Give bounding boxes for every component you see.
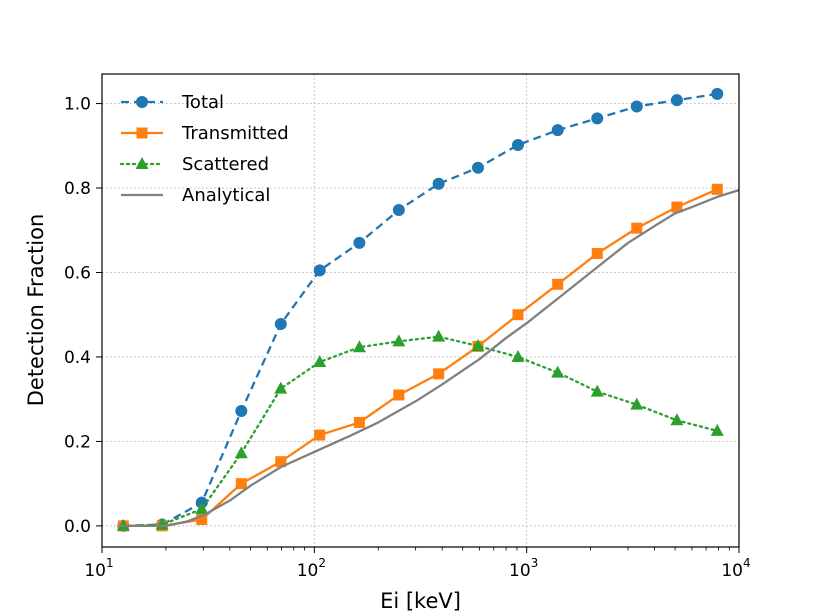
data-point-scattered [392, 334, 406, 347]
data-point-total [591, 112, 604, 125]
data-point-total [472, 161, 485, 174]
data-point-scattered [195, 501, 209, 514]
x-tick-label: 104 [721, 556, 750, 581]
y-tick-label: 0.2 [64, 432, 91, 452]
plot-frame [101, 73, 740, 548]
legend-label-scattered: Scattered [182, 154, 269, 175]
x-tick-label: 103 [509, 556, 538, 581]
series-scattered [116, 329, 724, 531]
data-point-scattered [630, 397, 644, 410]
legend-entry-total: Total [121, 92, 224, 113]
data-point-transmitted [711, 183, 723, 195]
data-point-scattered [551, 365, 565, 378]
series-line-scattered [122, 335, 719, 528]
data-point-total [670, 94, 683, 107]
data-point-transmitted [433, 368, 445, 380]
series-line-analytical [118, 189, 740, 528]
grid [102, 74, 739, 547]
data-point-scattered [313, 355, 327, 368]
data-point-transmitted [393, 389, 405, 401]
y-tick-label: 0.8 [64, 179, 91, 199]
data-point-total [235, 405, 248, 418]
y-tick-label: 1.0 [64, 95, 91, 115]
x-axis-label: Ei [keV] [380, 589, 461, 613]
legend-entry-scattered: Scattered [119, 154, 269, 175]
series-line-transmitted [123, 188, 718, 528]
data-point-scattered [234, 446, 248, 459]
data-point-transmitted [591, 247, 603, 259]
data-point-total [392, 203, 405, 216]
y-axis-label: Detection Fraction [24, 214, 48, 407]
legend-entry-analytical: Analytical [121, 185, 270, 206]
data-point-total [551, 124, 564, 137]
y-tick-label: 0.6 [64, 263, 91, 283]
x-tick-label: 102 [297, 556, 326, 581]
legend-label-total: Total [181, 92, 224, 113]
data-point-transmitted [353, 416, 365, 428]
data-point-total [432, 177, 445, 190]
legend: Total Transmitted Scattered Analytical [119, 92, 289, 206]
data-point-transmitted [235, 478, 247, 490]
data-point-transmitted [314, 429, 326, 441]
data-point-scattered [432, 329, 446, 342]
legend-label-transmitted: Transmitted [181, 123, 289, 144]
data-point-transmitted [671, 201, 683, 213]
ticks: 101 102 103 104 0.0 0.2 0.4 0.6 0.8 1.0 [64, 95, 751, 581]
data-point-total [274, 318, 287, 331]
legend-marker-total [136, 96, 148, 108]
data-point-total [313, 264, 326, 277]
data-point-transmitted [196, 514, 208, 526]
series-layer [116, 87, 740, 532]
data-point-transmitted [631, 222, 643, 234]
data-point-scattered [511, 349, 525, 362]
data-point-scattered [471, 338, 485, 351]
data-point-scattered [274, 381, 288, 394]
y-tick-label: 0.4 [64, 348, 91, 368]
y-tick-label: 0.0 [64, 517, 91, 537]
legend-marker-transmitted [136, 127, 148, 139]
legend-marker-scattered [135, 157, 149, 169]
data-point-total [711, 87, 724, 100]
data-point-total [511, 138, 524, 151]
data-point-total [353, 236, 366, 249]
data-point-transmitted [552, 278, 564, 290]
data-point-scattered [590, 384, 604, 397]
series-line-total [123, 92, 718, 528]
data-point-scattered [670, 413, 684, 426]
data-point-scattered [710, 423, 724, 436]
legend-label-analytical: Analytical [182, 185, 270, 206]
data-point-transmitted [275, 456, 287, 468]
data-point-total [630, 100, 643, 113]
data-point-scattered [352, 340, 366, 353]
series-analytical [118, 189, 740, 528]
legend-entry-transmitted: Transmitted [121, 123, 289, 144]
x-tick-label: 101 [84, 556, 113, 581]
data-point-transmitted [512, 309, 524, 321]
